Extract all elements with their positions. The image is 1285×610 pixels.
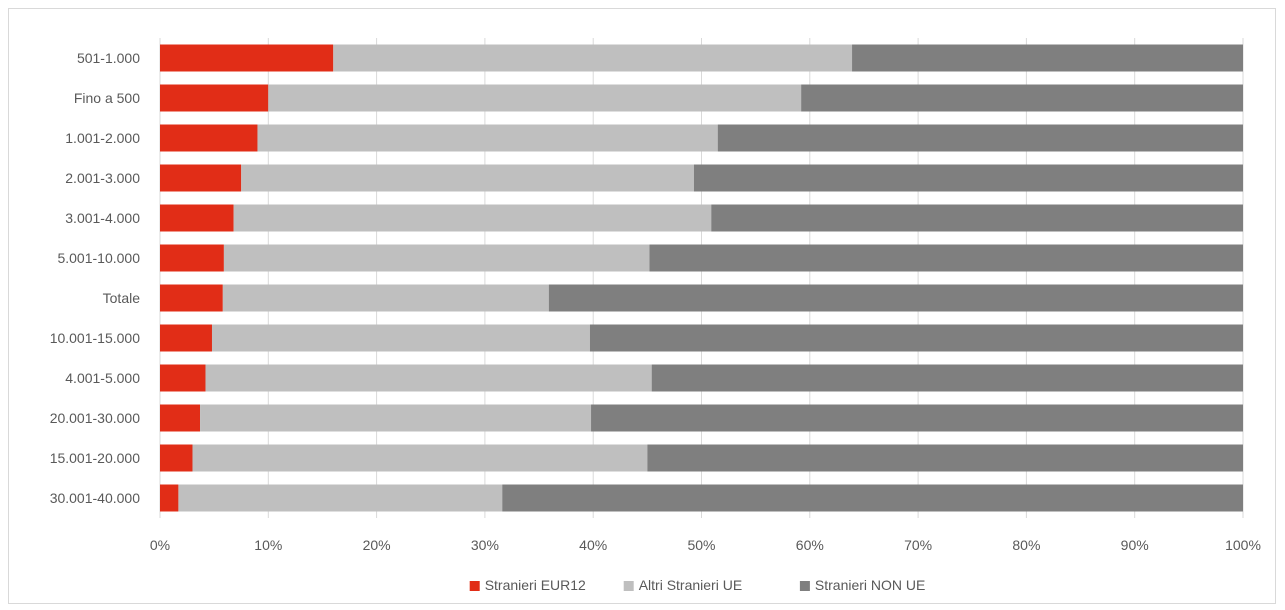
- legend-swatch: [469, 581, 480, 591]
- bar-segment: [160, 284, 223, 312]
- bar-segment: [333, 44, 853, 72]
- x-tick-label: 80%: [1012, 537, 1040, 553]
- category-label: 30.001-40.000: [50, 490, 141, 506]
- bar-segment: [852, 44, 1243, 72]
- bar-segment: [257, 124, 718, 152]
- bar-segment: [801, 84, 1243, 112]
- bar-segment: [591, 404, 1243, 432]
- category-label: 1.001-2.000: [65, 130, 140, 146]
- legend-swatch: [799, 581, 810, 591]
- category-label: 5.001-10.000: [57, 250, 140, 266]
- x-tick-label: 90%: [1121, 537, 1149, 553]
- bar-segment: [649, 244, 1243, 272]
- x-tick-label: 0%: [150, 537, 170, 553]
- bar-segment: [268, 84, 802, 112]
- bars: [160, 44, 1243, 512]
- gridlines: [159, 38, 1244, 518]
- legend-label: Stranieri NON UE: [815, 577, 925, 593]
- bar-segment: [651, 364, 1243, 392]
- category-label: Fino a 500: [74, 90, 140, 106]
- bar-segment: [502, 484, 1243, 512]
- x-tick-label: 50%: [687, 537, 715, 553]
- category-label: 4.001-5.000: [65, 370, 140, 386]
- bar-segment: [711, 204, 1243, 232]
- bar-segment: [160, 44, 334, 72]
- bar-segment: [160, 164, 242, 192]
- bar-segment: [223, 244, 650, 272]
- x-tick-label: 100%: [1225, 537, 1261, 553]
- bar-segment: [160, 404, 201, 432]
- legend: Stranieri EUR12 Altri Stranieri UE Stranie…: [469, 577, 925, 593]
- category-label: 10.001-15.000: [50, 330, 141, 346]
- category-label: 15.001-20.000: [50, 450, 141, 466]
- bar-segment: [205, 364, 652, 392]
- bar-segment: [548, 284, 1243, 312]
- category-label: Totale: [103, 290, 141, 306]
- legend-swatch: [623, 581, 634, 591]
- category-label: 501-1.000: [77, 50, 140, 66]
- bar-segment: [160, 204, 234, 232]
- legend-label: Altri Stranieri UE: [639, 577, 742, 593]
- category-labels: 501-1.000 Fino a 500 1.001-2.000 2.001-3.00…: [50, 50, 141, 506]
- bar-segment: [222, 284, 549, 312]
- x-tick-label: 70%: [904, 537, 932, 553]
- bar-segment: [178, 484, 503, 512]
- bar-segment: [211, 324, 590, 352]
- bar-segment: [200, 404, 592, 432]
- x-tick-labels: 0% 10% 20% 30% 40% 50% 60% 70% 80% 90% 100%: [150, 537, 1261, 553]
- x-tick-label: 20%: [363, 537, 391, 553]
- x-tick-label: 60%: [796, 537, 824, 553]
- bar-segment: [647, 444, 1243, 472]
- bar-segment: [233, 204, 712, 232]
- legend-label: Stranieri EUR12: [485, 577, 586, 593]
- category-label: 2.001-3.000: [65, 170, 140, 186]
- bar-segment: [160, 484, 179, 512]
- bar-segment: [160, 244, 224, 272]
- category-label: 20.001-30.000: [50, 410, 141, 426]
- bar-segment: [160, 84, 269, 112]
- category-label: 3.001-4.000: [65, 210, 140, 226]
- x-tick-label: 30%: [471, 537, 499, 553]
- bar-segment: [693, 164, 1243, 192]
- bar-segment: [717, 124, 1243, 152]
- bar-segment: [160, 364, 206, 392]
- bar-segment: [160, 324, 212, 352]
- x-tick-label: 40%: [579, 537, 607, 553]
- bar-segment: [160, 124, 258, 152]
- bar-segment: [192, 444, 648, 472]
- x-tick-label: 10%: [254, 537, 282, 553]
- bar-segment: [160, 444, 193, 472]
- bar-segment: [589, 324, 1243, 352]
- bar-segment: [241, 164, 694, 192]
